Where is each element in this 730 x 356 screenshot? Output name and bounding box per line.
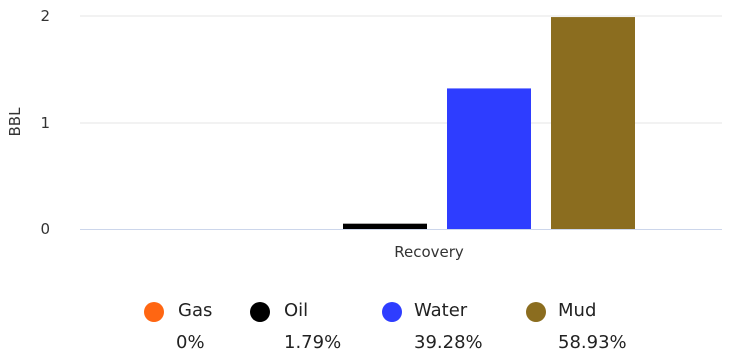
legend-label-gas: Gas: [178, 300, 213, 321]
y-tick-label-1: 1: [40, 114, 50, 132]
legend-label-water: Water: [414, 300, 468, 321]
legend: Gas 0% Oil 1.79% Water 39.28% Mud 58.93%: [0, 296, 730, 356]
bars: [343, 17, 635, 229]
x-tick-label: Recovery: [394, 243, 464, 261]
y-tick-label-2: 2: [40, 7, 50, 25]
legend-percent-oil: 1.79%: [284, 332, 342, 353]
bar-mud[interactable]: [551, 17, 635, 229]
legend-swatch-gas: [144, 302, 164, 322]
legend-percent-water: 39.28%: [414, 332, 483, 353]
legend-swatch-oil: [250, 302, 270, 322]
y-tick-label-0: 0: [40, 220, 50, 238]
bar-water[interactable]: [447, 88, 531, 229]
legend-label-mud: Mud: [558, 300, 597, 321]
legend-swatch-mud: [526, 302, 546, 322]
y-axis-title: BBL: [6, 107, 24, 137]
legend-label-oil: Oil: [284, 300, 309, 321]
bar-chart: 2 1 0 BBL Recovery: [6, 7, 722, 261]
y-ticks: 2 1 0: [40, 7, 50, 238]
legend-percent-gas: 0%: [176, 332, 205, 353]
bar-oil[interactable]: [343, 223, 427, 229]
legend-percent-mud: 58.93%: [558, 332, 627, 353]
legend-swatch-water: [382, 302, 402, 322]
